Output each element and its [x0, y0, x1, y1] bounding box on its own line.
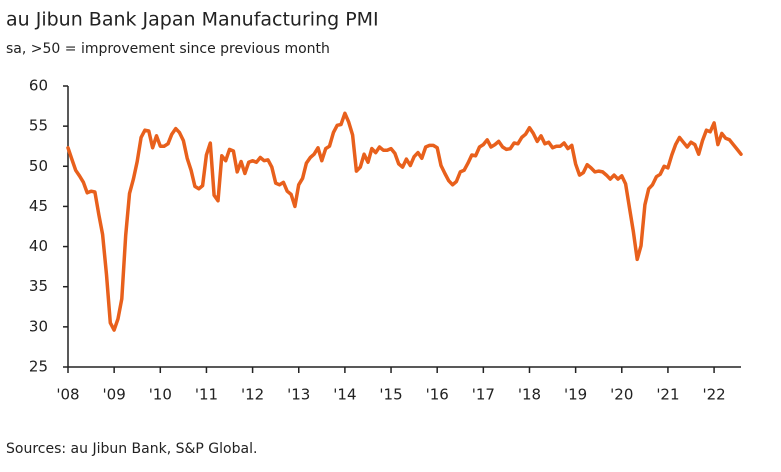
x-tick-label: '12 — [241, 386, 264, 404]
x-tick-label: '15 — [379, 386, 402, 404]
chart-title: au Jibun Bank Japan Manufacturing PMI — [6, 9, 379, 31]
y-tick-label: 40 — [29, 237, 48, 255]
x-tick-label: '13 — [287, 386, 310, 404]
x-tick-label: '22 — [702, 386, 725, 404]
y-tick-label: 60 — [29, 77, 48, 95]
y-tick-label: 55 — [29, 117, 48, 135]
x-tick-label: '18 — [518, 386, 541, 404]
x-tick-label: '08 — [56, 386, 79, 404]
x-tick-label: '19 — [564, 386, 587, 404]
source-note: Sources: au Jibun Bank, S&P Global. — [6, 441, 257, 457]
pmi-line — [66, 111, 743, 332]
x-tick-label: '09 — [103, 386, 126, 404]
y-tick-label: 30 — [29, 317, 48, 335]
y-tick-label: 25 — [29, 358, 48, 376]
y-tick-label: 35 — [29, 277, 48, 295]
x-tick-label: '17 — [472, 386, 495, 404]
y-tick-label: 50 — [29, 157, 48, 175]
x-tick-label: '11 — [195, 386, 218, 404]
x-tick-label: '20 — [610, 386, 633, 404]
y-tick-label: 45 — [29, 197, 48, 215]
x-tick-label: '21 — [656, 386, 679, 404]
chart-subtitle: sa, >50 = improvement since previous mon… — [6, 41, 330, 57]
x-tick-label: '10 — [149, 386, 172, 404]
x-tick-label: '14 — [333, 386, 356, 404]
x-tick-label: '16 — [426, 386, 449, 404]
